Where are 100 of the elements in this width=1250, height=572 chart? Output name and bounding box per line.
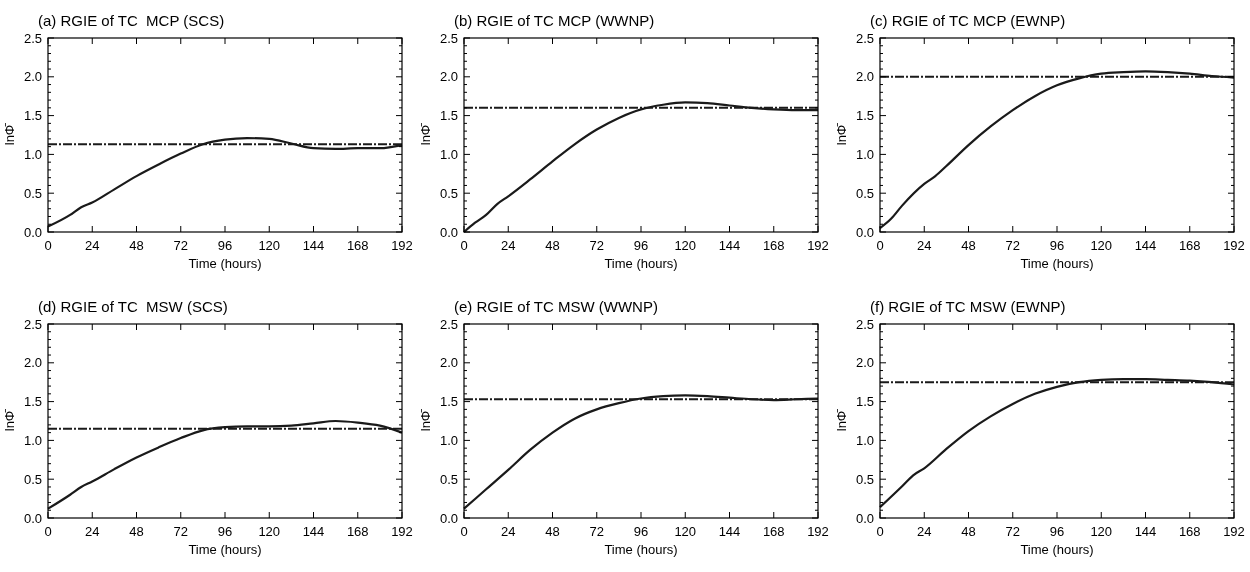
x-tick-label: 48: [129, 524, 144, 539]
x-tick-label: 96: [1049, 238, 1065, 253]
y-tick-label: 0.0: [439, 510, 458, 526]
y-tick-label: 1.0: [23, 432, 42, 448]
x-tick-label: 192: [807, 524, 829, 539]
y-tick-label: 2.5: [855, 316, 874, 332]
x-tick-label: 192: [807, 238, 829, 253]
y-tick-label: 0.0: [23, 224, 42, 240]
x-tick-label: 120: [1090, 524, 1113, 539]
x-tick-label: 168: [1178, 524, 1201, 539]
y-tick-label: 1.0: [439, 432, 458, 448]
x-tick-label: 48: [961, 524, 976, 539]
line-series: [46, 419, 404, 510]
y-tick-label: 2.0: [855, 69, 874, 85]
x-tick-label: 0: [44, 524, 52, 539]
x-tick-label: 144: [1134, 524, 1157, 539]
y-tick-label: 2.5: [439, 30, 458, 46]
y-tick-label: 2.0: [23, 69, 42, 85]
y-tick-label: 0.5: [439, 185, 458, 201]
x-tick-label: 24: [917, 238, 932, 253]
x-axis-title: Time (hours): [1020, 542, 1094, 557]
x-tick-label: 168: [346, 524, 369, 539]
chart-title: (f) RGIE of TC MSW (EWNP): [870, 298, 1066, 315]
y-axis-title: lnΦ̄: [418, 122, 433, 146]
x-tick-label: 144: [718, 238, 741, 253]
x-tick-label: 0: [460, 238, 468, 253]
x-tick-label: 48: [545, 238, 560, 253]
x-tick-label: 0: [44, 238, 52, 253]
x-tick-label: 144: [1134, 238, 1157, 253]
y-tick-label: 1.0: [855, 146, 874, 162]
x-axis-title: Time (hours): [604, 542, 678, 557]
y-tick-label: 2.0: [439, 69, 458, 85]
chart-title: (c) RGIE of TC MCP (EWNP): [870, 12, 1066, 29]
x-tick-label: 48: [961, 238, 976, 253]
x-tick-label: 192: [1223, 238, 1245, 253]
y-axis-title: lnΦ̄: [834, 408, 849, 432]
y-tick-label: 1.5: [23, 394, 42, 410]
y-tick-label: 0.0: [855, 224, 874, 240]
y-tick-label: 0.5: [23, 185, 42, 201]
x-tick-label: 0: [876, 524, 884, 539]
x-tick-label: 144: [302, 524, 325, 539]
x-tick-label: 72: [1005, 524, 1020, 539]
y-tick-label: 2.0: [439, 355, 458, 371]
y-tick-label: 1.5: [439, 394, 458, 410]
y-axis-title: lnΦ̄: [2, 122, 17, 146]
x-tick-label: 24: [85, 524, 100, 539]
chart-title: (d) RGIE of TC MSW (SCS): [38, 298, 228, 315]
y-tick-label: 1.0: [23, 146, 42, 162]
x-tick-label: 0: [876, 238, 884, 253]
x-tick-label: 120: [674, 238, 697, 253]
x-tick-label: 96: [217, 524, 233, 539]
y-tick-label: 0.0: [23, 510, 42, 526]
y-tick-label: 2.5: [23, 316, 42, 332]
x-tick-label: 0: [460, 524, 468, 539]
y-tick-label: 2.0: [23, 355, 42, 371]
chart-title: (a) RGIE of TC MCP (SCS): [38, 12, 225, 29]
y-tick-label: 2.5: [439, 316, 458, 332]
x-tick-label: 72: [173, 238, 188, 253]
x-tick-label: 144: [718, 524, 741, 539]
y-axis-title: lnΦ̄: [2, 408, 17, 432]
x-tick-label: 48: [129, 238, 144, 253]
x-tick-label: 96: [217, 238, 233, 253]
y-axis-title: lnΦ̄: [418, 408, 433, 432]
y-tick-label: 2.5: [23, 30, 42, 46]
x-tick-label: 24: [501, 524, 516, 539]
y-tick-label: 0.5: [23, 471, 42, 487]
x-tick-label: 192: [1223, 524, 1245, 539]
x-tick-label: 192: [391, 524, 413, 539]
x-tick-label: 96: [633, 238, 649, 253]
x-tick-label: 72: [1005, 238, 1020, 253]
y-tick-label: 1.5: [855, 108, 874, 124]
x-axis-title: Time (hours): [1020, 256, 1094, 271]
x-tick-label: 168: [346, 238, 369, 253]
y-tick-label: 1.5: [23, 108, 42, 124]
x-tick-label: 72: [589, 238, 604, 253]
x-tick-label: 192: [391, 238, 413, 253]
x-tick-label: 24: [85, 238, 100, 253]
y-tick-label: 0.0: [439, 224, 458, 240]
x-axis-title: Time (hours): [188, 256, 262, 271]
y-tick-label: 0.0: [855, 510, 874, 526]
x-tick-label: 168: [762, 238, 785, 253]
x-tick-label: 120: [258, 524, 281, 539]
x-tick-label: 168: [1178, 238, 1201, 253]
y-tick-label: 1.0: [855, 432, 874, 448]
x-axis-title: Time (hours): [604, 256, 678, 271]
y-tick-label: 0.5: [855, 471, 874, 487]
x-tick-label: 72: [173, 524, 188, 539]
x-tick-label: 120: [1090, 238, 1113, 253]
x-tick-label: 24: [917, 524, 932, 539]
y-tick-label: 2.0: [855, 355, 874, 371]
y-axis-title: lnΦ̄: [834, 122, 849, 146]
y-tick-label: 1.5: [439, 108, 458, 124]
x-axis-title: Time (hours): [188, 542, 262, 557]
x-tick-label: 168: [762, 524, 785, 539]
x-tick-label: 96: [1049, 524, 1065, 539]
chart-title: (b) RGIE of TC MCP (WWNP): [454, 12, 655, 29]
x-tick-label: 120: [674, 524, 697, 539]
y-tick-label: 0.5: [439, 471, 458, 487]
x-tick-label: 48: [545, 524, 560, 539]
x-tick-label: 144: [302, 238, 325, 253]
